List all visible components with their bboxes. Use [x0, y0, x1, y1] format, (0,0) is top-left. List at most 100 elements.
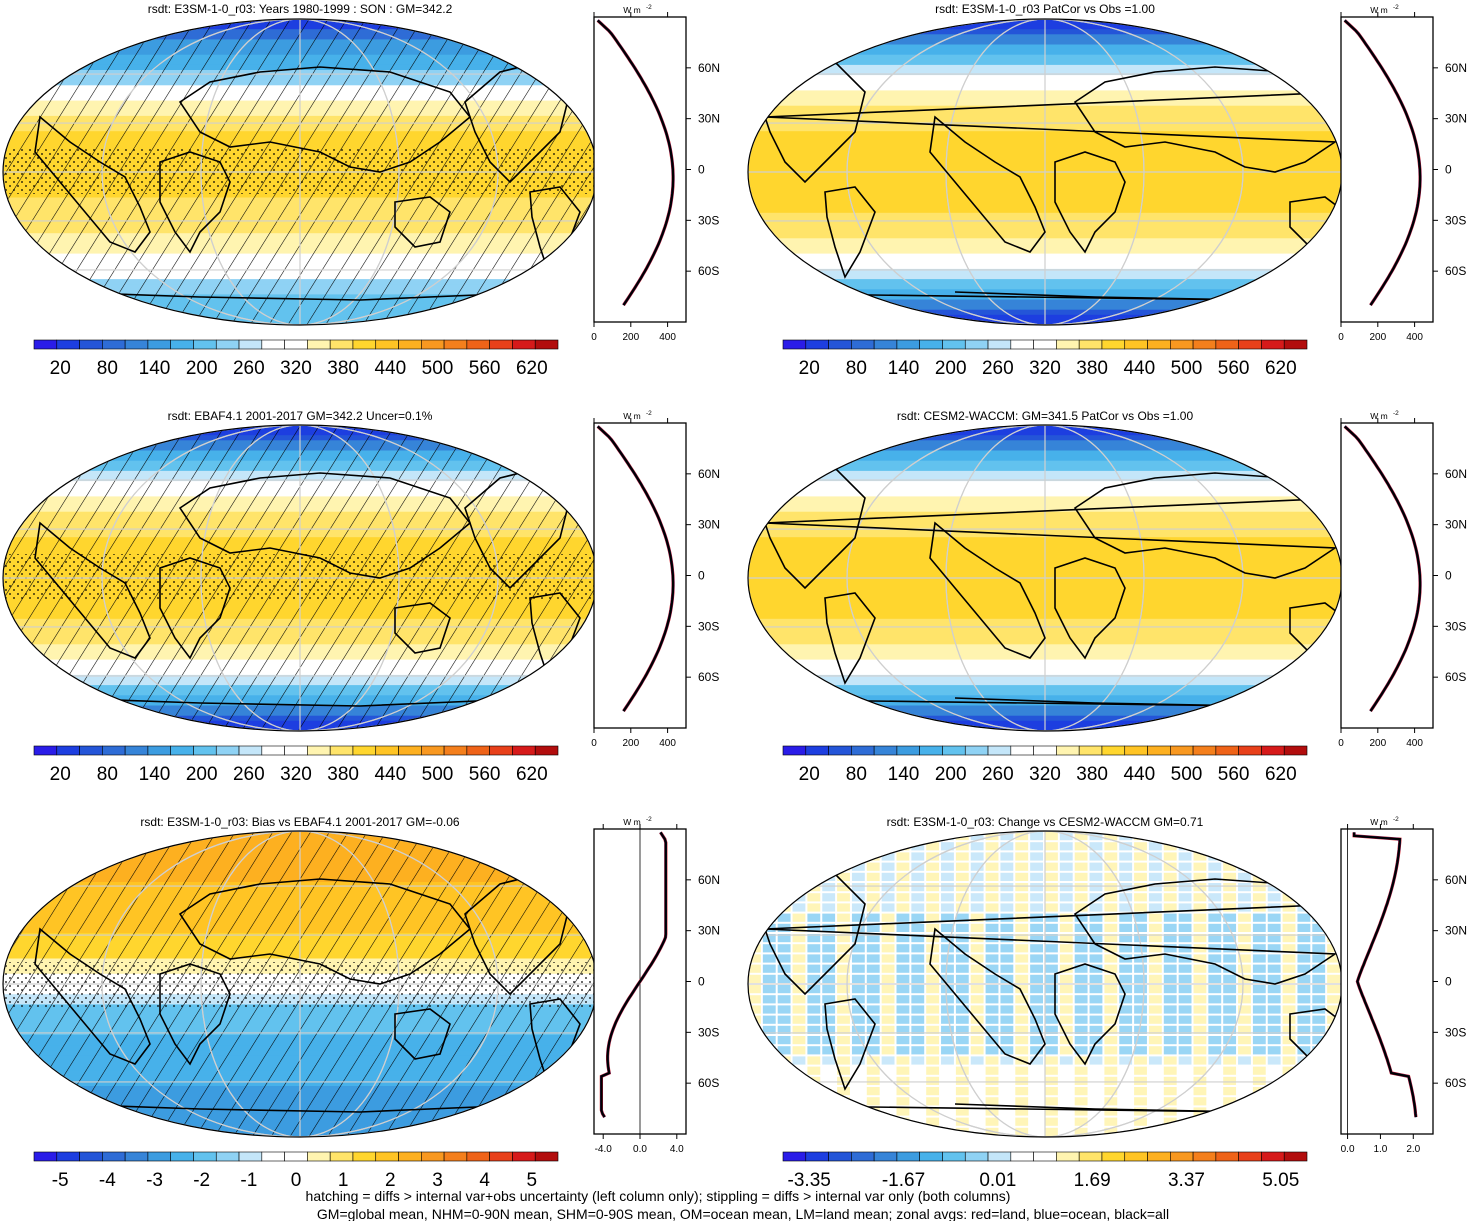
- change-cell: [807, 923, 821, 932]
- colorbar-swatch: [1192, 745, 1217, 756]
- zonal-lat-label: 0: [698, 569, 705, 583]
- change-cell: [792, 1076, 806, 1085]
- change-cell: [1148, 913, 1162, 922]
- change-cell: [911, 883, 925, 892]
- change-cell: [1089, 862, 1103, 871]
- change-cell: [1104, 852, 1118, 861]
- change-cell: [1119, 1056, 1133, 1065]
- change-cell: [1104, 893, 1118, 902]
- colorbar-swatch: [170, 745, 194, 756]
- change-cell: [1015, 903, 1029, 912]
- change-cell: [941, 1117, 954, 1126]
- change-cell: [926, 923, 940, 932]
- change-cell: [1163, 903, 1177, 912]
- continent-outline: [764, 472, 1342, 579]
- change-cell: [955, 893, 969, 902]
- change-cell: [1045, 1066, 1058, 1075]
- change-cell: [851, 852, 865, 861]
- change-cell: [1030, 954, 1043, 963]
- change-cell: [911, 1056, 925, 1065]
- change-cell: [837, 964, 850, 973]
- change-cell: [1238, 1046, 1251, 1055]
- change-cell: [807, 995, 821, 1004]
- change-cell: [941, 862, 954, 871]
- change-cell: [1000, 1015, 1014, 1024]
- change-cell: [881, 862, 895, 871]
- change-cell: [1178, 1087, 1192, 1096]
- change-cell: [1282, 944, 1296, 953]
- change-cell: [748, 1097, 761, 1106]
- colorbar-tick-label: 3: [432, 1170, 443, 1191]
- change-cell: [837, 1066, 850, 1075]
- change-cell: [985, 872, 999, 881]
- change-cell: [881, 1015, 895, 1024]
- change-cell: [807, 1005, 821, 1014]
- change-cell: [1119, 944, 1133, 953]
- change-cell: [1104, 985, 1118, 994]
- colorbar-swatch: [170, 339, 194, 350]
- change-cell: [1148, 1076, 1162, 1085]
- change-cell: [911, 1127, 925, 1136]
- zonal-x-label: -4.0: [595, 1144, 613, 1155]
- panel-title: rsdt: E3SM-1-0_r03: Change vs CESM2-WACC…: [887, 815, 1204, 829]
- change-cell: [970, 903, 984, 912]
- change-cell: [807, 903, 821, 912]
- zonal-mean-plot: W m -2 60N 30N 0 30S 60S -4.0 0.0 4.0: [593, 816, 720, 1155]
- change-cell: [1193, 852, 1207, 861]
- change-cell: [1045, 995, 1058, 1004]
- change-cell: [1059, 995, 1073, 1004]
- change-cell: [1282, 852, 1296, 861]
- change-cell: [1059, 1066, 1073, 1075]
- change-cell: [748, 1087, 761, 1096]
- change-cell: [1015, 1117, 1029, 1126]
- colorbar: 20 80 140 200 260 320 380 440 500 560 620: [782, 745, 1308, 785]
- zonal-x-label: 0: [591, 738, 597, 749]
- map: [2, 424, 598, 732]
- change-cell: [955, 903, 969, 912]
- change-cell: [1223, 903, 1237, 912]
- change-cell: [792, 832, 806, 841]
- change-cell: [1089, 1107, 1103, 1116]
- change-cell: [851, 832, 865, 841]
- colorbar-swatch: [284, 745, 308, 756]
- panel-reference-model-mean: rsdt: CESM2-WACCM: GM=341.5 PatCor vs Ob…: [747, 409, 1467, 785]
- zonal-x-label: 200: [1369, 332, 1386, 343]
- change-cell: [881, 1087, 895, 1096]
- map-fill: [3, 425, 597, 731]
- colorbar-swatch: [238, 745, 263, 756]
- zonal-lat-label: 60N: [1445, 873, 1467, 887]
- change-cell: [1193, 985, 1207, 994]
- change-cell: [1238, 913, 1251, 922]
- colorbar-swatch: [828, 745, 852, 756]
- zonal-units-exponent: -2: [1393, 4, 1399, 11]
- change-cell: [762, 883, 776, 892]
- zonal-x-label: 0.0: [1341, 1144, 1355, 1155]
- change-cell: [1312, 1107, 1326, 1116]
- change-cell: [777, 832, 791, 841]
- colorbar-swatch: [352, 339, 377, 350]
- colorbar-swatch: [215, 339, 240, 350]
- colorbar-swatch: [896, 745, 920, 756]
- change-cell: [1238, 1127, 1251, 1136]
- zonal-x-label: 0: [1338, 332, 1344, 343]
- change-cell: [1059, 1056, 1073, 1065]
- change-cell: [1089, 1117, 1103, 1126]
- change-cell: [1223, 1127, 1237, 1136]
- change-cell: [866, 1097, 880, 1106]
- change-cell: [1104, 1117, 1118, 1126]
- change-cell: [1074, 974, 1088, 983]
- continent-outline: [929, 521, 1046, 659]
- change-cell: [1030, 923, 1043, 932]
- change-cell: [1252, 893, 1266, 902]
- change-cell: [881, 1036, 895, 1045]
- change-cell: [837, 1127, 850, 1136]
- change-cell: [926, 1066, 940, 1075]
- change-cell: [1134, 985, 1147, 994]
- change-cell: [748, 964, 761, 973]
- change-cell: [1030, 1087, 1043, 1096]
- change-cell: [807, 1066, 821, 1075]
- change-cell: [1059, 1036, 1073, 1045]
- change-cell: [1327, 832, 1340, 841]
- colorbar-swatch: [1238, 339, 1262, 350]
- change-cell: [1208, 1127, 1222, 1136]
